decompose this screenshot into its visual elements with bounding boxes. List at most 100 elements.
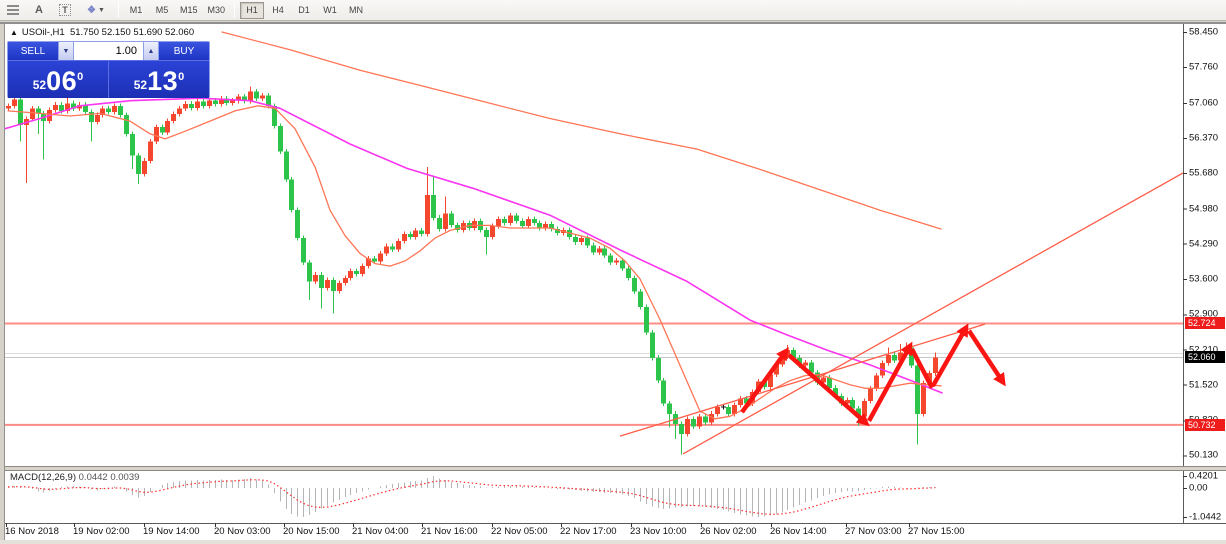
text-label-icon: T (59, 4, 71, 16)
buy-price-point: 0 (178, 71, 185, 83)
candle-body (106, 108, 111, 112)
candle-body (100, 108, 105, 115)
price-tick-label: 53.600 (1189, 273, 1219, 285)
time-tick-label: 16 Nov 2018 (5, 526, 59, 537)
one-click-trading-panel: SELL ▼ 1.00 ▲ BUY 52 06 0 52 13 0 (7, 41, 210, 98)
buy-button[interactable]: BUY (159, 42, 209, 60)
time-tick-label: 27 Nov 03:00 (845, 526, 902, 537)
candle-body (95, 114, 100, 123)
time-tick-label: 22 Nov 17:00 (560, 526, 617, 537)
candle-body (59, 104, 64, 111)
candle-body (709, 413, 714, 423)
candle-body (862, 401, 867, 417)
pane-separator[interactable] (5, 466, 1226, 471)
candle-body (638, 291, 643, 307)
price-tick-label: 57.060 (1189, 97, 1219, 109)
candle-body (484, 230, 489, 238)
zigzag-arrow-1[interactable] (740, 347, 789, 414)
candle-body (408, 234, 413, 238)
macd-signal-line (7, 479, 936, 515)
zigzag-arrow-3[interactable] (867, 341, 913, 422)
candle-body (30, 108, 35, 120)
macd-value: 0.0442 (78, 472, 108, 483)
candle-body (496, 218, 501, 226)
time-tick-label: 19 Nov 02:00 (73, 526, 130, 537)
zigzag-arrow-5[interactable] (931, 323, 969, 387)
candle-body (827, 377, 832, 388)
candle-body (260, 95, 265, 99)
sell-price-whole: 52 (32, 78, 47, 92)
tf-button-m15[interactable]: M15 (180, 5, 198, 15)
tf-button-w1[interactable]: W1 (323, 5, 337, 15)
candle-body (933, 357, 938, 374)
candle-body (449, 213, 454, 225)
time-tick-label: 19 Nov 14:00 (143, 526, 200, 537)
chart-title: ▲ USOil-,H1 51.750 52.150 51.690 52.060 (10, 27, 194, 38)
candle-body (850, 400, 855, 409)
zigzag-arrow-2[interactable] (787, 353, 870, 427)
tf-button-h1[interactable]: H1 (240, 1, 265, 19)
ma-mid-line (5, 97, 943, 394)
candle-body (207, 100, 212, 106)
tf-button-m5[interactable]: M5 (155, 5, 169, 15)
volume-down-stepper[interactable]: ▼ (58, 42, 74, 60)
candle-body (6, 105, 11, 109)
tf-button-h4[interactable]: H4 (272, 5, 284, 15)
time-tick-label: 20 Nov 03:00 (214, 526, 271, 537)
price-tick-label: 54.290 (1189, 238, 1219, 250)
sell-price-point: 0 (77, 71, 84, 83)
trend-line-1[interactable] (682, 172, 1183, 455)
candle-body (195, 101, 200, 108)
candle-body (892, 355, 897, 361)
tf-button-mn[interactable]: MN (349, 5, 364, 15)
price-tick-label: 58.450 (1189, 26, 1219, 38)
time-tick-label: 27 Nov 15:00 (908, 526, 965, 537)
zigzag-arrow-4[interactable] (910, 348, 934, 389)
candle-body (289, 179, 294, 211)
candle-body (898, 352, 903, 361)
candle-body (833, 387, 838, 396)
volume-up-stepper[interactable]: ▲ (143, 42, 159, 60)
dropdown-caret-icon: ▼ (98, 6, 105, 14)
candle-body (130, 133, 135, 156)
candle-body (278, 126, 283, 152)
text-label-tool-button[interactable]: T (53, 1, 77, 19)
price-tick-label: 56.370 (1189, 132, 1219, 144)
volume-input[interactable]: 1.00 (74, 42, 143, 60)
collapse-icon[interactable]: ▲ (10, 28, 18, 37)
candle-body (89, 111, 94, 123)
candle-body (177, 108, 182, 114)
sell-button[interactable]: SELL (8, 42, 58, 60)
candle-body (307, 262, 312, 282)
candle-body (514, 215, 519, 221)
candle-body (614, 260, 619, 263)
candle-body (266, 95, 271, 106)
buy-price-whole: 52 (133, 78, 148, 92)
candle-body (224, 98, 229, 103)
zigzag-arrow-6[interactable] (967, 329, 1006, 387)
candle-body (868, 388, 873, 402)
candle-body (443, 213, 448, 229)
candle-body (201, 101, 206, 106)
buy-price-display[interactable]: 52 13 0 (108, 61, 209, 98)
ma-slow-line (221, 31, 942, 230)
candle-body (921, 383, 926, 414)
arrows-tool-button[interactable]: ❖ ▼ (79, 1, 113, 19)
candle-body (348, 271, 353, 278)
line-studies-tool-button[interactable] (1, 1, 25, 19)
candle-body (768, 374, 773, 387)
tf-button-m30[interactable]: M30 (207, 5, 226, 15)
candle-body (325, 279, 330, 289)
candle-body (738, 398, 743, 406)
trend-line-2[interactable] (619, 323, 986, 437)
sell-price-display[interactable]: 52 06 0 (8, 61, 108, 98)
macd-scale-label: 0.00 (1189, 482, 1208, 494)
tf-button-m1[interactable]: M1 (129, 5, 143, 15)
tf-button-d1[interactable]: D1 (298, 5, 310, 15)
candle-body (591, 245, 596, 253)
candle-body (774, 364, 779, 375)
text-tool-button[interactable]: A (27, 1, 51, 19)
candle-body (685, 418, 690, 435)
candle-body (230, 100, 235, 103)
